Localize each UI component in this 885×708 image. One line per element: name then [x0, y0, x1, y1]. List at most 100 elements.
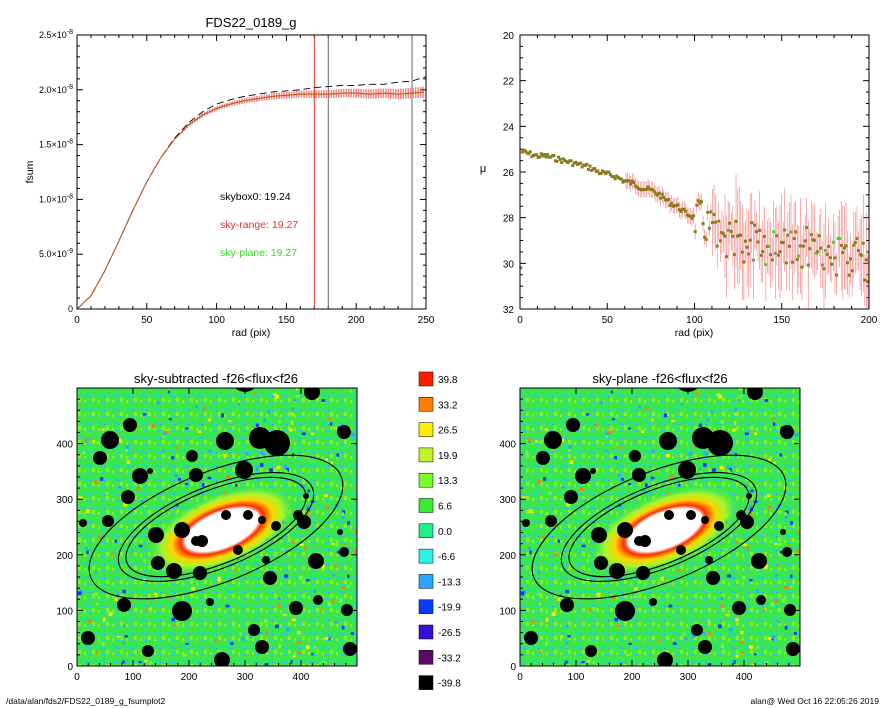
masked-source: [343, 642, 357, 656]
noise-speckle: [784, 515, 788, 519]
noise-speckle: [694, 444, 697, 448]
data-point: [527, 152, 531, 156]
y-tick-label: 26: [503, 168, 515, 179]
data-point: [652, 190, 656, 194]
noise-speckle: [350, 632, 354, 635]
series-skybox0-curve: [76, 76, 427, 310]
noise-speckle: [721, 420, 724, 424]
data-point: [721, 232, 725, 236]
data-point: [772, 230, 776, 234]
noise-speckle: [586, 558, 589, 563]
noise-speckle: [705, 452, 709, 456]
noise-speckle: [727, 465, 730, 469]
colorbar-label: -13.3: [438, 577, 461, 588]
masked-source: [639, 535, 651, 547]
data-point: [791, 260, 795, 264]
x-tick-label: 200: [348, 315, 365, 326]
noise-speckle: [537, 480, 541, 484]
noise-speckle: [341, 586, 344, 589]
data-point: [838, 236, 842, 240]
data-point: [536, 156, 540, 160]
data-point: [616, 175, 620, 179]
noise-speckle: [341, 510, 346, 514]
noise-speckle: [767, 637, 772, 640]
masked-source: [747, 388, 763, 400]
noise-speckle: [164, 430, 169, 434]
colorbar-swatch: [418, 472, 434, 488]
noise-speckle: [741, 651, 744, 655]
x-axis-label: rad (pix): [675, 327, 714, 339]
data-point: [695, 203, 699, 207]
noise-speckle: [229, 642, 234, 645]
noise-speckle: [538, 441, 543, 444]
data-point: [601, 169, 605, 173]
noise-speckle: [588, 608, 592, 612]
data-point: [753, 223, 757, 227]
noise-speckle: [162, 434, 166, 438]
noise-speckle: [740, 630, 744, 635]
noise-speckle: [155, 594, 158, 598]
noise-speckle: [79, 590, 84, 594]
x-tick-label: 150: [278, 315, 295, 326]
noise-speckle: [749, 579, 753, 582]
noise-speckle: [143, 413, 147, 416]
aperture-ellipse: [125, 476, 307, 578]
noise-speckle: [275, 624, 279, 629]
noise-speckle: [778, 543, 782, 546]
masked-source: [101, 431, 119, 449]
data-point: [547, 155, 551, 159]
noise-speckle: [281, 548, 285, 551]
data-point: [789, 230, 793, 234]
data-point: [657, 191, 661, 195]
data-point: [665, 198, 669, 202]
masked-source: [147, 468, 153, 474]
data-point: [831, 240, 835, 244]
data-point: [640, 188, 644, 192]
noise-speckle: [605, 434, 609, 438]
noise-speckle: [101, 428, 105, 431]
y-tick-label: 0: [67, 662, 73, 673]
x-tick-label: 0: [517, 672, 523, 683]
noise-speckle: [763, 609, 766, 612]
masked-source: [248, 624, 260, 636]
noise-speckle: [744, 432, 749, 436]
data-point: [747, 252, 751, 256]
noise-speckle: [771, 417, 775, 421]
masked-source: [216, 432, 234, 450]
noise-speckle: [292, 655, 296, 658]
data-point: [759, 253, 763, 257]
y-tick-label: 0: [510, 662, 516, 673]
y-tick-label: 0: [68, 304, 73, 314]
masked-source: [786, 642, 800, 656]
data-point: [597, 172, 601, 176]
masked-source: [746, 493, 752, 499]
data-point: [651, 188, 655, 192]
noise-speckle: [226, 475, 230, 480]
noise-speckle: [787, 543, 790, 546]
data-point: [582, 163, 586, 167]
masked-source: [174, 522, 190, 538]
noise-speckle: [344, 543, 347, 546]
noise-speckle: [707, 619, 711, 623]
data-point: [585, 162, 589, 166]
noise-speckle: [350, 431, 353, 434]
noise-speckle: [765, 660, 769, 664]
noise-speckle: [190, 595, 195, 598]
noise-speckle: [311, 432, 315, 436]
x-axis-label: rad (pix): [232, 327, 271, 339]
noise-speckle: [730, 533, 733, 538]
data-point: [802, 244, 806, 248]
data-point: [858, 252, 862, 256]
noise-speckle: [330, 414, 333, 417]
noise-speckle: [225, 604, 230, 608]
data-point: [530, 155, 534, 159]
masked-source: [172, 601, 192, 621]
noise-speckle: [633, 587, 638, 591]
masked-source: [636, 566, 650, 580]
noise-speckle: [296, 538, 299, 543]
noise-speckle: [677, 568, 681, 572]
data-point: [542, 153, 546, 157]
data-point: [714, 220, 718, 224]
masked-source: [186, 450, 198, 462]
noise-speckle: [297, 630, 301, 635]
